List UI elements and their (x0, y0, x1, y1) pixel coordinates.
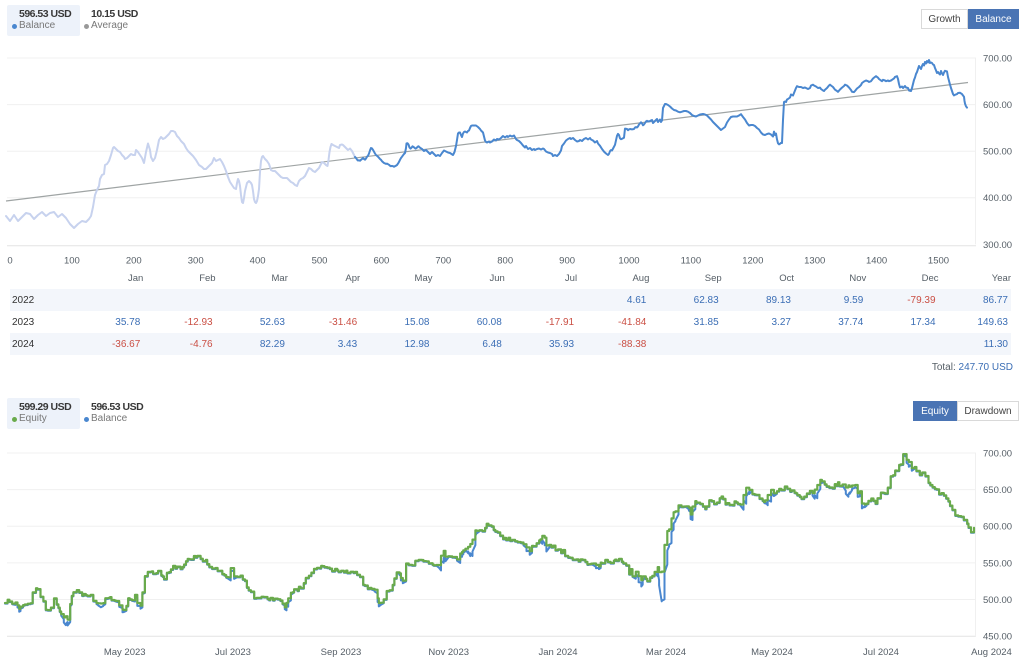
svg-text:May 2024: May 2024 (751, 647, 793, 658)
svg-text:1300: 1300 (804, 256, 825, 267)
svg-text:400: 400 (250, 256, 266, 267)
svg-text:400.00: 400.00 (983, 193, 1012, 204)
svg-text:300: 300 (188, 256, 204, 267)
svg-text:Jul 2023: Jul 2023 (215, 647, 251, 658)
svg-text:0: 0 (7, 256, 12, 267)
svg-text:1400: 1400 (866, 256, 887, 267)
svg-text:700.00: 700.00 (983, 448, 1012, 459)
svg-text:100: 100 (64, 256, 80, 267)
svg-text:1100: 1100 (681, 256, 701, 267)
svg-text:650.00: 650.00 (983, 485, 1012, 496)
svg-text:500.00: 500.00 (983, 595, 1012, 606)
svg-text:Mar 2024: Mar 2024 (646, 647, 686, 658)
svg-text:300.00: 300.00 (983, 240, 1012, 251)
svg-text:Jul 2024: Jul 2024 (863, 647, 899, 658)
svg-text:Nov 2023: Nov 2023 (428, 647, 469, 658)
svg-text:1000: 1000 (618, 256, 639, 267)
svg-text:200: 200 (126, 256, 142, 267)
svg-text:600.00: 600.00 (983, 100, 1012, 111)
svg-text:900: 900 (559, 256, 575, 267)
svg-text:600.00: 600.00 (983, 522, 1012, 533)
svg-text:500: 500 (312, 256, 328, 267)
svg-text:600: 600 (373, 256, 389, 267)
svg-text:Sep 2023: Sep 2023 (321, 647, 362, 658)
svg-text:1500: 1500 (928, 256, 949, 267)
svg-text:1200: 1200 (742, 256, 763, 267)
svg-text:800: 800 (497, 256, 513, 267)
svg-text:May 2023: May 2023 (104, 647, 146, 658)
svg-text:700.00: 700.00 (983, 53, 1012, 64)
svg-text:700: 700 (435, 256, 451, 267)
svg-text:550.00: 550.00 (983, 558, 1012, 569)
svg-text:Jan 2024: Jan 2024 (538, 647, 577, 658)
svg-text:450.00: 450.00 (983, 632, 1012, 643)
svg-text:500.00: 500.00 (983, 147, 1012, 158)
svg-text:Aug 2024: Aug 2024 (971, 647, 1012, 658)
